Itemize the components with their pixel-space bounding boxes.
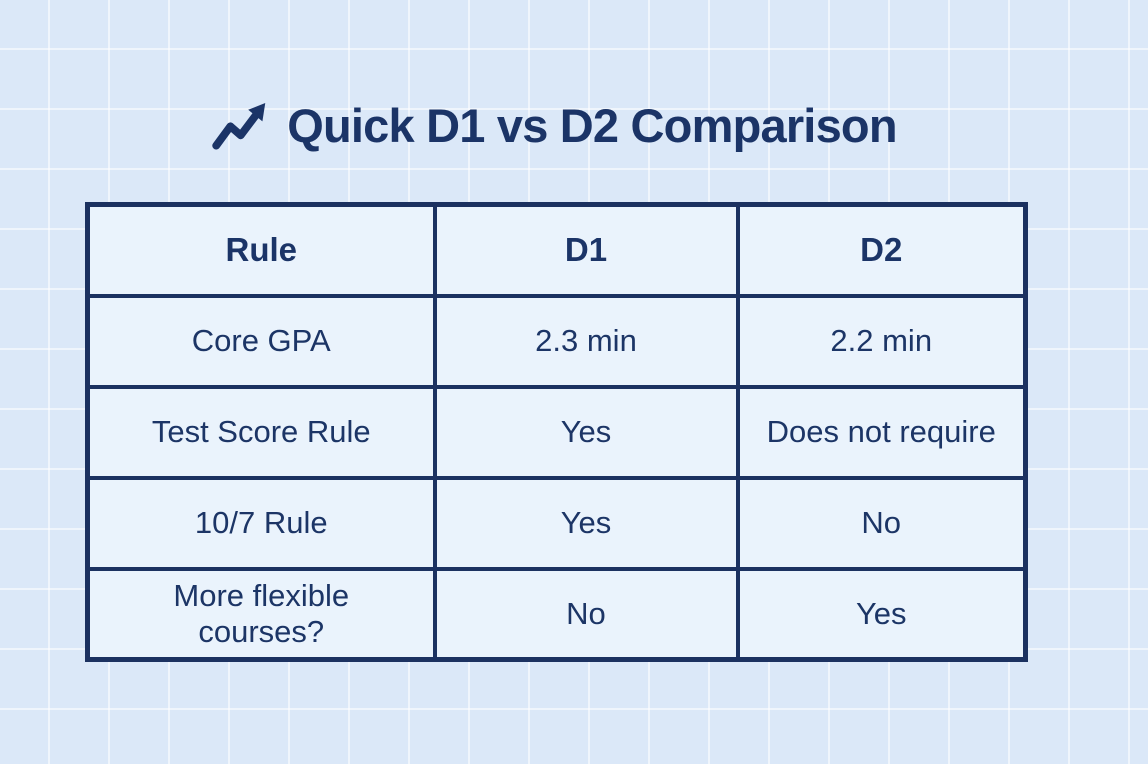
cell-text: Yes (560, 414, 612, 450)
cell-text: 2.2 min (830, 323, 933, 359)
table-header-row: Rule D1 D2 (85, 202, 1028, 298)
cell-text: No (566, 595, 606, 631)
cell-text: Yes (560, 505, 612, 541)
table-cell: Core GPA (85, 293, 437, 389)
table-row: More flexible courses? No Yes (85, 566, 1028, 662)
cell-text: More flexible courses? (173, 578, 350, 649)
table-cell: Test Score Rule (85, 384, 437, 480)
cell-text: Yes (855, 595, 907, 631)
cell-text: 2.3 min (535, 323, 637, 359)
table-cell: No (735, 475, 1028, 571)
cell-text: No (861, 505, 902, 541)
table-cell: Does not require (735, 384, 1028, 480)
table-cell: More flexible courses? (85, 566, 437, 662)
table-cell: Yes (432, 384, 740, 480)
table-cell: Yes (432, 475, 740, 571)
column-header-rule: Rule (85, 202, 437, 298)
table-cell: No (432, 566, 740, 662)
trending-up-icon (211, 96, 273, 154)
table-cell: 2.3 min (432, 293, 740, 389)
column-header-d1: D1 (432, 202, 740, 298)
table-cell: 2.2 min (735, 293, 1028, 389)
table-cell: Yes (735, 566, 1028, 662)
page-title: Quick D1 vs D2 Comparison (287, 98, 897, 152)
table-row: Test Score Rule Yes Does not require (85, 384, 1028, 480)
cell-text: Does not require (766, 414, 996, 450)
table-cell: 10/7 Rule (85, 475, 437, 571)
table-row: 10/7 Rule Yes No (85, 475, 1028, 571)
table-row: Core GPA 2.3 min 2.2 min (85, 293, 1028, 389)
comparison-table: Rule D1 D2 Core GPA 2.3 min 2.2 min Test… (85, 202, 1028, 662)
title-row: Quick D1 vs D2 Comparison (85, 90, 1023, 160)
cell-text: 10/7 Rule (194, 505, 328, 541)
cell-text: Test Score Rule (151, 414, 371, 450)
cell-text: Core GPA (191, 323, 331, 359)
column-header-d2: D2 (735, 202, 1028, 298)
infographic-content: Quick D1 vs D2 Comparison Rule D1 D2 Cor… (85, 90, 1028, 662)
